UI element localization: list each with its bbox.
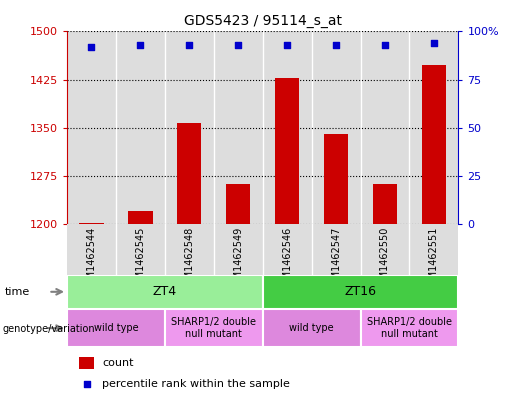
Bar bbox=[67, 275, 263, 309]
Bar bbox=[67, 31, 116, 224]
Text: GSM1462548: GSM1462548 bbox=[184, 226, 194, 292]
Point bbox=[332, 42, 340, 48]
Point bbox=[381, 42, 389, 48]
Point bbox=[82, 381, 91, 387]
Text: GSM1462545: GSM1462545 bbox=[135, 226, 145, 292]
Text: percentile rank within the sample: percentile rank within the sample bbox=[102, 379, 290, 389]
Bar bbox=[165, 224, 214, 275]
Bar bbox=[263, 275, 458, 309]
Bar bbox=[263, 309, 360, 347]
Point bbox=[283, 42, 291, 48]
Text: time: time bbox=[5, 286, 30, 297]
Bar bbox=[263, 31, 312, 224]
Bar bbox=[312, 224, 360, 275]
Bar bbox=[409, 31, 458, 224]
Bar bbox=[275, 78, 299, 224]
Text: GSM1462550: GSM1462550 bbox=[380, 226, 390, 292]
Point bbox=[234, 42, 242, 48]
Point bbox=[88, 44, 96, 50]
Text: SHARP1/2 double
null mutant: SHARP1/2 double null mutant bbox=[367, 318, 452, 339]
Bar bbox=[360, 224, 409, 275]
Text: GSM1462549: GSM1462549 bbox=[233, 226, 243, 292]
Point bbox=[185, 42, 194, 48]
Bar bbox=[373, 184, 397, 224]
Bar bbox=[360, 31, 409, 224]
Text: GSM1462546: GSM1462546 bbox=[282, 226, 292, 292]
Text: ZT4: ZT4 bbox=[153, 285, 177, 298]
Point bbox=[430, 40, 438, 46]
Bar bbox=[116, 31, 165, 224]
Bar bbox=[263, 224, 312, 275]
Bar bbox=[79, 223, 104, 224]
Bar bbox=[312, 31, 360, 224]
Text: SHARP1/2 double
null mutant: SHARP1/2 double null mutant bbox=[171, 318, 256, 339]
Bar bbox=[409, 224, 458, 275]
Bar bbox=[128, 211, 152, 224]
Bar bbox=[165, 309, 263, 347]
Bar bbox=[422, 65, 446, 224]
Bar bbox=[67, 309, 165, 347]
Bar bbox=[214, 31, 263, 224]
Text: wild type: wild type bbox=[94, 323, 138, 333]
Bar bbox=[165, 31, 214, 224]
Text: GSM1462547: GSM1462547 bbox=[331, 226, 341, 292]
Bar bbox=[79, 357, 94, 369]
Text: count: count bbox=[102, 358, 134, 368]
Text: GSM1462544: GSM1462544 bbox=[87, 226, 96, 292]
Title: GDS5423 / 95114_s_at: GDS5423 / 95114_s_at bbox=[184, 14, 341, 28]
Bar bbox=[226, 184, 250, 224]
Bar bbox=[67, 224, 116, 275]
Bar bbox=[360, 309, 458, 347]
Point bbox=[136, 42, 144, 48]
Text: ZT16: ZT16 bbox=[345, 285, 376, 298]
Bar bbox=[116, 224, 165, 275]
Bar bbox=[214, 224, 263, 275]
Text: genotype/variation: genotype/variation bbox=[3, 324, 95, 334]
Text: wild type: wild type bbox=[289, 323, 334, 333]
Text: GSM1462551: GSM1462551 bbox=[429, 226, 439, 292]
Bar bbox=[324, 134, 348, 224]
Bar bbox=[177, 123, 201, 224]
